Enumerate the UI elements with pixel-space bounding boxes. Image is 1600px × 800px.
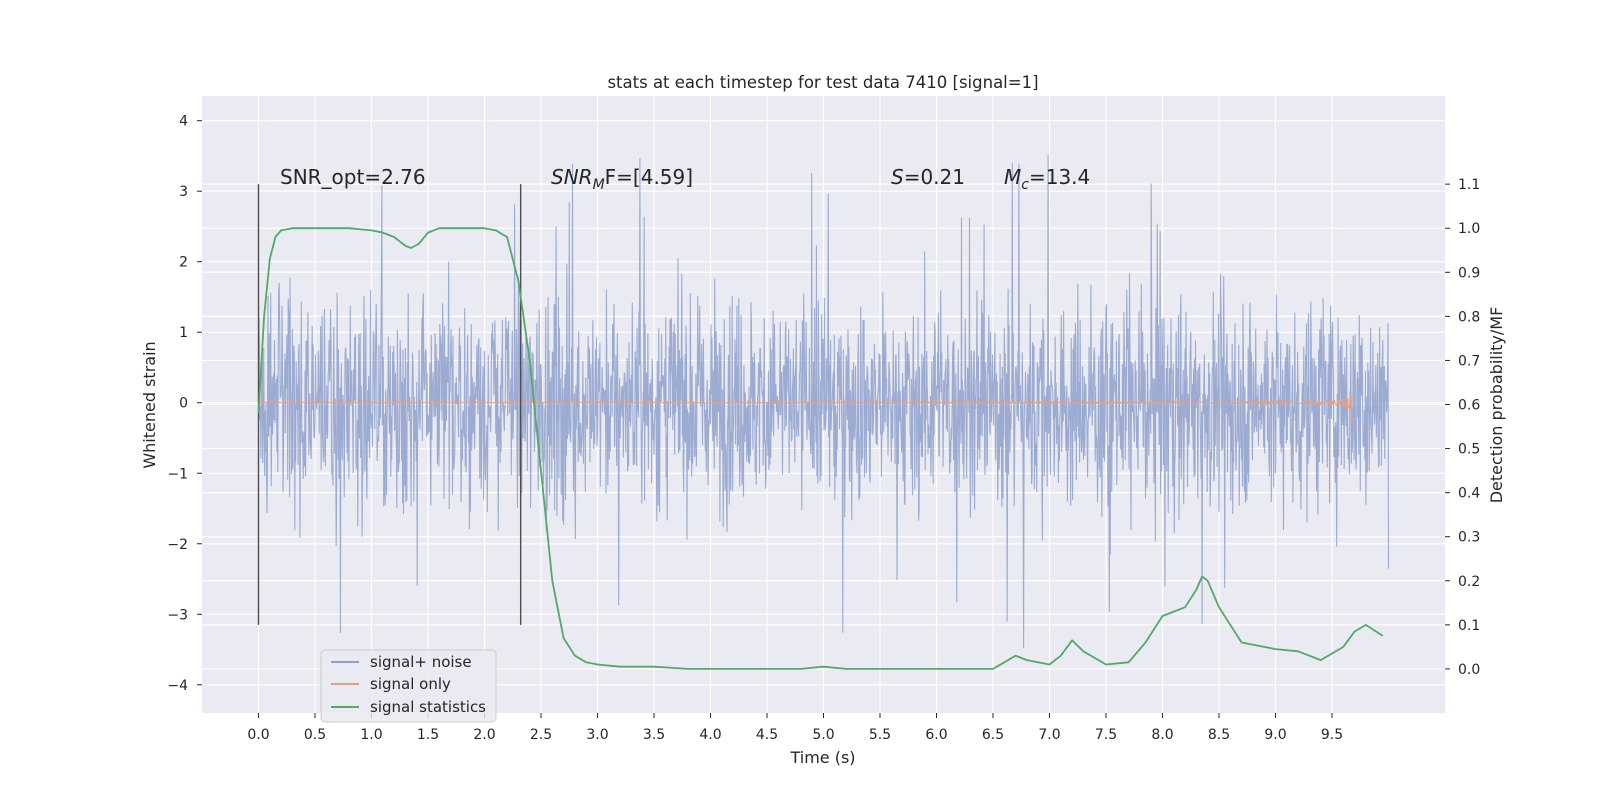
x-tick-label: 8.5 (1208, 727, 1230, 743)
annotation-s-main: S (891, 165, 904, 189)
x-tick-label: 9.0 (1264, 727, 1286, 743)
x-tick-label: 3.5 (643, 727, 665, 743)
y-tick-label: −1 (167, 466, 188, 482)
chart-title: stats at each timestep for test data 741… (607, 73, 1038, 92)
right-y-tick-label: 0.9 (1458, 265, 1480, 281)
x-tick-label: 2.5 (530, 727, 552, 743)
right-y-tick-label: 0.0 (1458, 662, 1480, 678)
y-tick-label: 4 (179, 114, 188, 130)
signal-statistics-line (257, 227, 1384, 670)
right-y-axis-label: Detection probability/MF (1487, 307, 1506, 504)
y-tick-label: 3 (179, 184, 188, 200)
right-y-tick-label: 1.1 (1458, 177, 1480, 193)
series-signal-only (258, 393, 1353, 423)
x-tick-label: 6.0 (925, 727, 947, 743)
right-y-tick-label: 0.3 (1458, 530, 1480, 546)
right-y-tick-label: 0.6 (1458, 398, 1480, 414)
x-tick-label: 4.5 (756, 727, 778, 743)
annotation-mc: Mc=13.4 (1004, 165, 1090, 193)
y-tick-label: 0 (179, 396, 188, 412)
x-tick-label: 0.0 (247, 727, 269, 743)
x-axis-label: Time (s) (789, 748, 855, 767)
x-axis-ticks: 0.0 0.5 1.0 1.5 2.0 2.5 3.0 3.5 4.0 4.5 5.0 5.5 6.0 6… (247, 713, 1343, 743)
x-tick-label: 9.5 (1321, 727, 1343, 743)
x-tick-label: 1.5 (417, 727, 439, 743)
y-tick-label: −3 (167, 607, 188, 623)
x-tick-label: 0.5 (304, 727, 326, 743)
x-tick-label: 5.5 (869, 727, 891, 743)
y-tick-label: −4 (167, 678, 188, 694)
signal-only-line (258, 393, 1353, 423)
annotation-s: S=0.21 (891, 165, 965, 189)
x-tick-label: 4.0 (699, 727, 721, 743)
annotation-mc-main: M (1004, 165, 1021, 189)
annotation-snr-mf-rest: F=[4.59] (605, 165, 693, 189)
annotation-mc-rest: =13.4 (1029, 165, 1090, 189)
x-tick-label: 1.0 (360, 727, 382, 743)
series-signal-plus-noise (257, 154, 1390, 649)
right-y-tick-label: 1.0 (1458, 221, 1480, 237)
y-tick-label: 1 (179, 325, 188, 341)
x-tick-label: 7.0 (1038, 727, 1060, 743)
legend-box (320, 649, 497, 723)
legend-label-signal-statistics: signal statistics (370, 698, 486, 716)
y-tick-label: −2 (167, 537, 188, 553)
legend-label-signal-only: signal only (370, 675, 451, 693)
right-y-tick-label: 0.2 (1458, 574, 1480, 590)
annotation-snr-opt: SNR_opt=2.76 (280, 165, 426, 189)
right-y-tick-label: 0.7 (1458, 353, 1480, 369)
y-axis-ticks: 4 3 2 1 0 −1 −2 −3 −4 (167, 114, 202, 694)
right-y-tick-label: 0.5 (1458, 442, 1480, 458)
y-tick-label: 2 (179, 255, 188, 271)
annotation-snr-mf: SNRMF=[4.59] (551, 165, 693, 193)
right-y-tick-label: 0.1 (1458, 618, 1480, 634)
annotation-snr-mf-sub: M (593, 177, 605, 193)
legend-label-signal-plus-noise: signal+ noise (370, 653, 472, 671)
annotation-snr-mf-main: SNR (551, 165, 593, 189)
x-tick-label: 7.5 (1095, 727, 1117, 743)
x-tick-label: 5.0 (812, 727, 834, 743)
right-y-tick-label: 0.4 (1458, 486, 1480, 502)
annotation-mc-sub: c (1021, 177, 1029, 193)
annotation-s-rest: =0.21 (904, 165, 965, 189)
y-axis-label: Whitened strain (140, 341, 159, 468)
x-tick-label: 8.0 (1151, 727, 1173, 743)
series-signal-statistics (257, 227, 1384, 670)
legend: signal+ noise signal only signal statist… (320, 649, 497, 723)
x-tick-label: 6.5 (982, 727, 1004, 743)
right-y-tick-label: 0.8 (1458, 309, 1480, 325)
x-tick-label: 3.0 (586, 727, 608, 743)
signal-plus-noise-line (257, 154, 1390, 649)
x-tick-label: 2.0 (473, 727, 495, 743)
right-y-axis-ticks: 1.1 1.0 0.9 0.8 0.7 0.6 0.5 0.4 0.3 0.2 0.1 0.0 (1445, 177, 1480, 678)
